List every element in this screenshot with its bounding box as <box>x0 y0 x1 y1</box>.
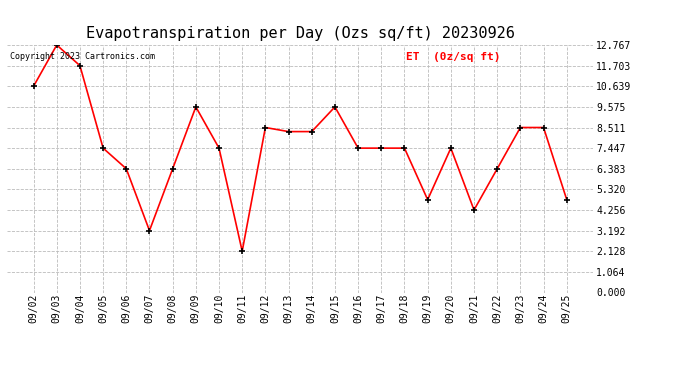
Text: ET  (0z/sq ft): ET (0z/sq ft) <box>406 53 500 62</box>
Title: Evapotranspiration per Day (Ozs sq/ft) 20230926: Evapotranspiration per Day (Ozs sq/ft) 2… <box>86 26 515 41</box>
Text: Copyright 2023 Cartronics.com: Copyright 2023 Cartronics.com <box>10 53 155 62</box>
